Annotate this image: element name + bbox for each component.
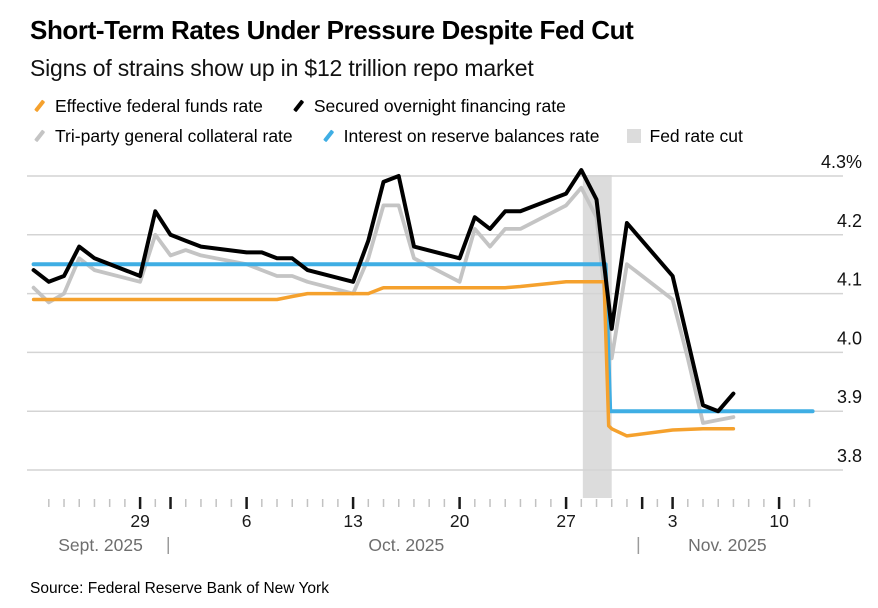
y-axis-label: 4.2: [837, 211, 862, 231]
legend-item-effective-federal-funds-rate: Effective federal funds rate: [30, 94, 263, 118]
legend-label: Interest on reserve balances rate: [343, 126, 600, 146]
series-line-iorb: [31, 262, 815, 414]
line-swatch-icon: [292, 99, 304, 113]
band-swatch-icon: [626, 129, 641, 143]
x-axis-label: 20: [450, 511, 470, 531]
month-label: Sept. 2025: [58, 535, 143, 555]
legend-item-fed-rate-cut: Fed rate cut: [626, 124, 743, 148]
line-swatch-icon: [34, 129, 45, 143]
legend-label: Secured overnight financing rate: [313, 96, 566, 116]
x-axis-label: 29: [130, 511, 149, 531]
line-swatch-icon: [34, 99, 45, 113]
x-axis-label: 10: [769, 511, 789, 531]
x-axis-label: 6: [242, 511, 252, 531]
series-line-tgcr: [31, 185, 736, 425]
legend-label: Fed rate cut: [649, 126, 743, 146]
x-axis-label: 3: [668, 511, 678, 531]
x-axis-label: 27: [556, 511, 575, 531]
chart-header: Short-Term Rates Under Pressure Despite …: [30, 14, 854, 148]
legend-label: Effective federal funds rate: [55, 96, 263, 116]
x-axis-label: 13: [343, 511, 362, 531]
month-label: Nov. 2025: [688, 535, 766, 555]
legend-item-tri-party-general-collateral-rate: Tri-party general collateral rate: [30, 124, 293, 148]
y-axis-label: 3.8: [837, 446, 862, 466]
y-axis-label: 3.9: [837, 387, 862, 407]
series-line-sofr: [31, 168, 736, 414]
legend-item-secured-overnight-financing-rate: Secured overnight financing rate: [289, 94, 566, 118]
y-axis-label: 4.1: [837, 270, 862, 290]
page-title: Short-Term Rates Under Pressure Despite …: [30, 15, 634, 45]
line-swatch-icon: [322, 129, 334, 143]
y-axis-label: 4.3%: [821, 152, 862, 172]
y-axis-label: 4.0: [837, 328, 862, 348]
source-note: Source: Federal Reserve Bank of New York: [30, 580, 329, 597]
series-line-effr: [31, 280, 736, 438]
month-label: Oct. 2025: [368, 535, 444, 555]
page-subtitle: Signs of strains show up in $12 trillion…: [30, 55, 534, 81]
legend-label: Tri-party general collateral rate: [55, 126, 293, 146]
legend-item-interest-on-reserve-balances-rate: Interest on reserve balances rate: [319, 124, 600, 148]
chart-legend: Effective federal funds rate Secured over…: [30, 94, 852, 148]
